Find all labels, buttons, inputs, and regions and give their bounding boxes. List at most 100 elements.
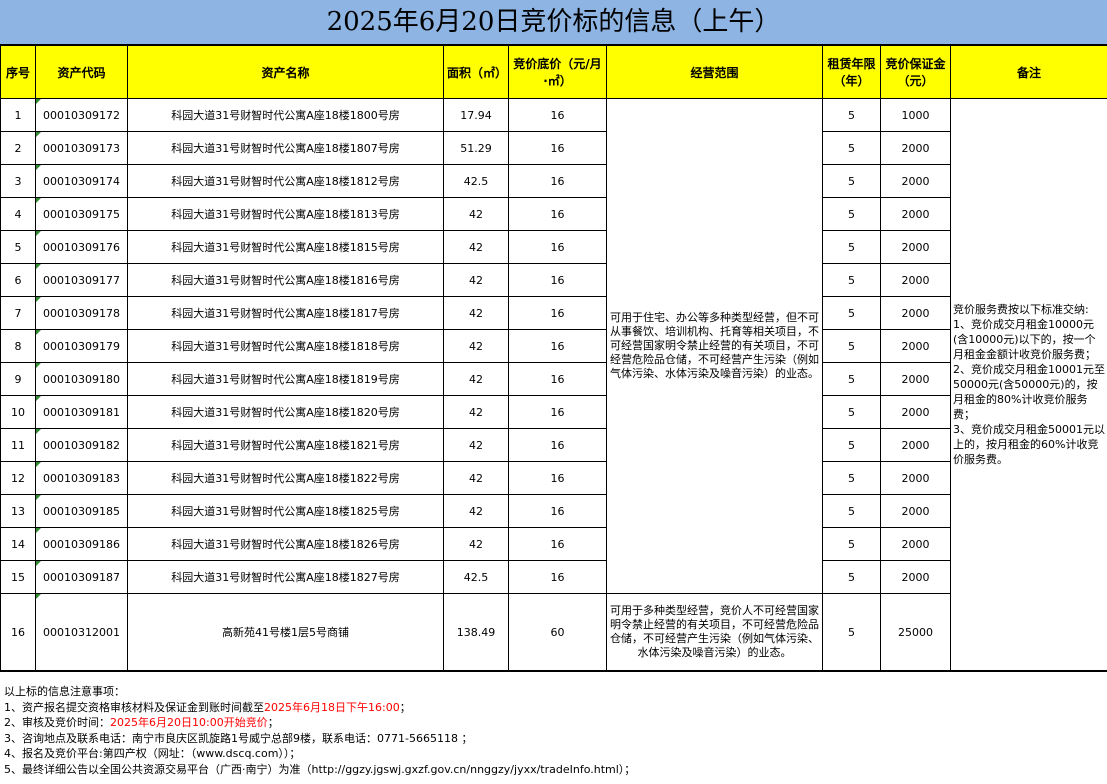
asset-code: 00010312001: [35, 593, 128, 671]
asset-name: 科园大道31号财智时代公寓A座18楼1818号房: [127, 329, 444, 363]
base-price: 16: [508, 395, 607, 429]
asset-code: 00010309176: [35, 230, 128, 264]
note-text: ；: [267, 716, 279, 729]
note-text: 1、资产报名提交资格审核材料及保证金到账时间截至: [4, 700, 264, 714]
table-row: 14 00010309186 科园大道31号财智时代公寓A座18楼1826号房 42 1…: [0, 527, 1107, 561]
note-4: 4、报名及竞价平台:第四产权（网址：（www.dscq.com））；: [4, 747, 301, 760]
asset-code: 00010309178: [35, 296, 128, 330]
base-price: 16: [508, 296, 607, 330]
seq: 9: [0, 362, 36, 396]
deposit: 2000: [880, 461, 951, 495]
asset-name: 科园大道31号财智时代公寓A座18楼1815号房: [127, 230, 444, 264]
deposit: 2000: [880, 494, 951, 528]
lease-years: 5: [822, 164, 881, 198]
page-title: 2025年6月20日竞价标的信息（上午）: [0, 0, 1107, 45]
asset-name: 科园大道31号财智时代公寓A座18楼1807号房: [127, 131, 444, 165]
base-price: 16: [508, 494, 607, 528]
asset-code: 00010309187: [35, 560, 128, 594]
column-header: 经营范围: [606, 45, 823, 99]
asset-name: 科园大道31号财智时代公寓A座18楼1817号房: [127, 296, 444, 330]
table-row: 13 00010309185 科园大道31号财智时代公寓A座18楼1825号房 42 1…: [0, 494, 1107, 528]
seq: 13: [0, 494, 36, 528]
seq: 14: [0, 527, 36, 561]
table-row: 8 00010309179 科园大道31号财智时代公寓A座18楼1818号房 42 16…: [0, 329, 1107, 363]
lease-years: 5: [822, 296, 881, 330]
table-row: 1 00010309172 科园大道31号财智时代公寓A座18楼1800号房 17.9…: [0, 98, 1107, 671]
lease-years: 5: [822, 362, 881, 396]
base-price: 16: [508, 461, 607, 495]
asset-code: 00010309183: [35, 461, 128, 495]
lease-years: 5: [822, 494, 881, 528]
area: 42: [443, 230, 509, 264]
area: 51.29: [443, 131, 509, 165]
auction-time: 2025年6月20日10:00开始竞价: [110, 716, 268, 729]
base-price: 16: [508, 329, 607, 363]
area: 42: [443, 329, 509, 363]
business-scope: 可用于住宅、办公等多种类型经营，但不可从事餐饮、培训机构、托育等相关项目，不可经…: [606, 98, 823, 594]
asset-code: 00010309186: [35, 527, 128, 561]
asset-name: 科园大道31号财智时代公寓A座18楼1816号房: [127, 263, 444, 297]
column-header: 序号: [0, 45, 36, 99]
seq: 5: [0, 230, 36, 264]
asset-name: 科园大道31号财智时代公寓A座18楼1825号房: [127, 494, 444, 528]
base-price: 16: [508, 263, 607, 297]
base-price: 16: [508, 197, 607, 231]
lease-years: 5: [822, 560, 881, 594]
asset-name: 科园大道31号财智时代公寓A座18楼1819号房: [127, 362, 444, 396]
seq: 7: [0, 296, 36, 330]
lease-years: 5: [822, 329, 881, 363]
column-header: 竞价底价（元/月·㎡）: [508, 45, 607, 99]
area: 42: [443, 197, 509, 231]
deposit: 2000: [880, 263, 951, 297]
table-row: 2 00010309173 科园大道31号财智时代公寓A座18楼1807号房 51.2…: [0, 131, 1107, 165]
base-price: 16: [508, 527, 607, 561]
note-3: 3、咨询地点及联系电话：南宁市良庆区凯旋路1号威宁总部9楼，联系电话：0771-…: [4, 731, 473, 745]
column-header: 面积（㎡）: [443, 45, 509, 99]
base-price: 16: [508, 428, 607, 462]
seq: 12: [0, 461, 36, 495]
lease-years: 5: [822, 395, 881, 429]
business-scope: 可用于多种类型经营，竞价人不可经营国家明令禁止经营的有关项目，不可经营危险品仓储…: [606, 593, 823, 671]
column-header: 备注: [950, 45, 1107, 99]
asset-code: 00010309179: [35, 329, 128, 363]
table-row: 3 00010309174 科园大道31号财智时代公寓A座18楼1812号房 42.5…: [0, 164, 1107, 198]
deposit: 2000: [880, 527, 951, 561]
note-2: 2、审核及竞价时间：2025年6月20日10:00开始竞价；: [4, 715, 1103, 731]
asset-code: 00010309175: [35, 197, 128, 231]
asset-name: 科园大道31号财智时代公寓A座18楼1820号房: [127, 395, 444, 429]
deposit: 2000: [880, 362, 951, 396]
area: 17.94: [443, 98, 509, 132]
area: 42.5: [443, 560, 509, 594]
asset-name: 科园大道31号财智时代公寓A座18楼1812号房: [127, 164, 444, 198]
remarks: 竞价服务费按以下标准交纳: 1、竞价成交月租金10000元(含10000元)以下…: [950, 98, 1107, 671]
notes-heading: 以上标的信息注意事项：: [4, 685, 125, 698]
area: 42: [443, 428, 509, 462]
lease-years: 5: [822, 131, 881, 165]
asset-name: 科园大道31号财智时代公寓A座18楼1827号房: [127, 560, 444, 594]
deadline: 2025年6月18日下午16:00: [264, 700, 400, 714]
lease-years: 5: [822, 461, 881, 495]
area: 42: [443, 362, 509, 396]
column-header: 资产代码: [35, 45, 128, 99]
seq: 10: [0, 395, 36, 429]
area: 42: [443, 527, 509, 561]
lease-years: 5: [822, 527, 881, 561]
note-1: 1、资产报名提交资格审核材料及保证金到账时间截至2025年6月18日下午16:0…: [4, 700, 1103, 716]
deposit: 2000: [880, 428, 951, 462]
asset-name: 高新苑41号楼1层5号商铺: [127, 593, 444, 671]
deposit: 2000: [880, 164, 951, 198]
table-row: 12 00010309183 科园大道31号财智时代公寓A座18楼1822号房 42 1…: [0, 461, 1107, 495]
lease-years: 5: [822, 230, 881, 264]
asset-name: 科园大道31号财智时代公寓A座18楼1800号房: [127, 98, 444, 132]
seq: 11: [0, 428, 36, 462]
lease-years: 5: [822, 428, 881, 462]
base-price: 16: [508, 362, 607, 396]
deposit: 2000: [880, 395, 951, 429]
table-row: 9 00010309180 科园大道31号财智时代公寓A座18楼1819号房 42 16…: [0, 362, 1107, 396]
seq: 4: [0, 197, 36, 231]
asset-code: 00010309181: [35, 395, 128, 429]
seq: 2: [0, 131, 36, 165]
area: 42.5: [443, 164, 509, 198]
column-header: 租赁年限（年）: [822, 45, 881, 99]
area: 42: [443, 494, 509, 528]
